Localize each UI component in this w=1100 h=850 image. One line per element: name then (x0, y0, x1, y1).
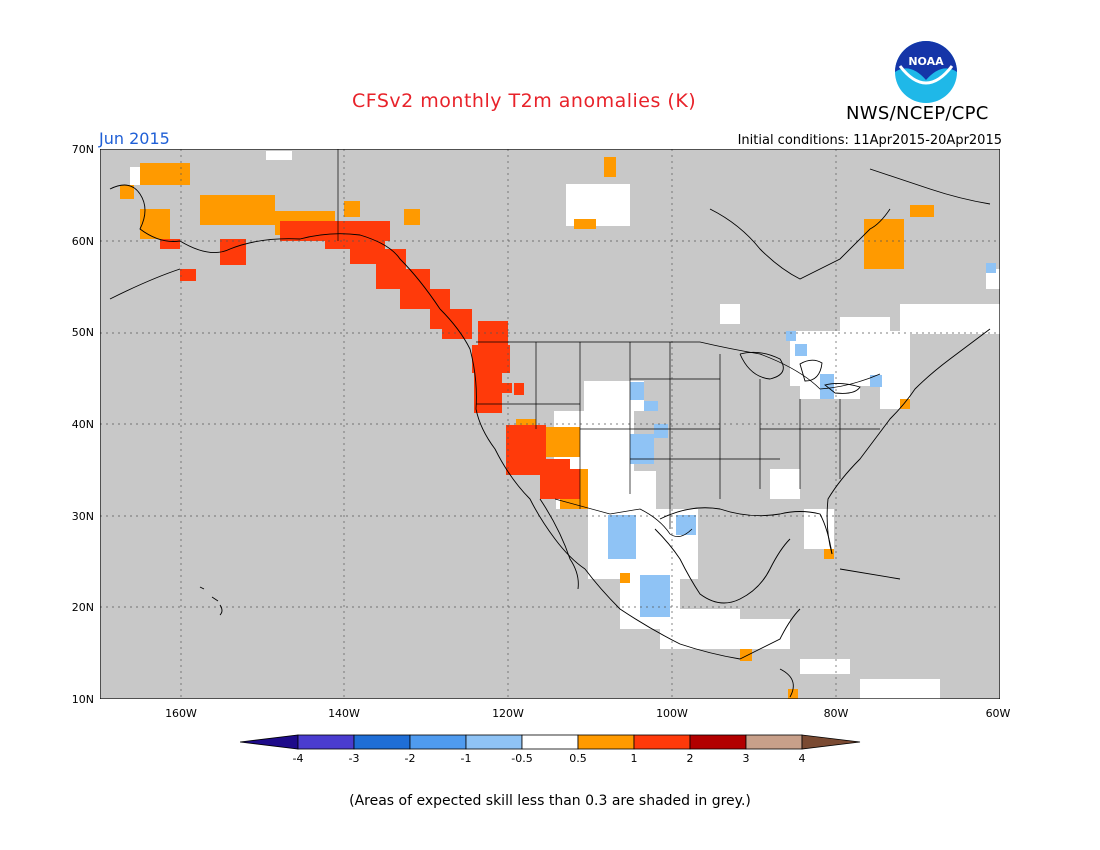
colorbar-segment (240, 734, 299, 750)
colorbar-segment (689, 734, 747, 750)
colorbar-label: 1 (630, 752, 638, 765)
lat-label-10n: 10N (71, 693, 94, 706)
colorbar-label: 0.5 (569, 752, 587, 765)
lat-label-60n: 60N (71, 235, 94, 248)
colorbar-segment (577, 734, 635, 750)
colorbar-segment (465, 734, 523, 750)
anomaly-map (100, 149, 1000, 699)
lat-label-70n: 70N (71, 143, 94, 156)
lon-label-60w: 60W (985, 707, 1011, 720)
colorbar-label: -3 (348, 752, 360, 765)
map-title: CFSv2 monthly T2m anomalies (K) (352, 90, 697, 112)
skill-note: (Areas of expected skill less than 0.3 a… (349, 793, 751, 809)
colorbar-label: -4 (292, 752, 304, 765)
colorbar-label: 4 (798, 752, 806, 765)
agency-label: NWS/NCEP/CPC (846, 103, 989, 124)
colorbar-segment (521, 734, 579, 750)
colorbar (240, 734, 861, 750)
lon-label-100w: 100W (656, 707, 688, 720)
lon-label-80w: 80W (823, 707, 849, 720)
colorbar-label: -1 (460, 752, 472, 765)
lat-label-20n: 20N (71, 601, 94, 614)
colorbar-segment (353, 734, 411, 750)
lon-label-140w: 140W (328, 707, 360, 720)
colorbar-label: 2 (686, 752, 694, 765)
colorbar-label: -2 (404, 752, 416, 765)
svg-text:NOAA: NOAA (908, 55, 944, 68)
lat-label-40n: 40N (71, 418, 94, 431)
lat-label-30n: 30N (71, 510, 94, 523)
colorbar-label: -0.5 (511, 752, 533, 765)
colorbar-segment (801, 734, 861, 750)
borders (337, 149, 881, 537)
initial-conditions: Initial conditions: 11Apr2015-20Apr2015 (737, 133, 1002, 148)
lon-label-120w: 120W (492, 707, 524, 720)
warm-patches (120, 157, 934, 699)
graticule (100, 149, 1000, 699)
forecast-month: Jun 2015 (99, 129, 170, 148)
coastlines (109, 168, 991, 698)
colorbar-segment (745, 734, 803, 750)
colorbar-segment (297, 734, 355, 750)
lat-label-50n: 50N (71, 326, 94, 339)
colorbar-segment (633, 734, 691, 750)
colorbar-label: 3 (742, 752, 750, 765)
noaa-logo-icon: NOAA (895, 41, 957, 103)
colorbar-segment (409, 734, 467, 750)
lon-label-160w: 160W (165, 707, 197, 720)
